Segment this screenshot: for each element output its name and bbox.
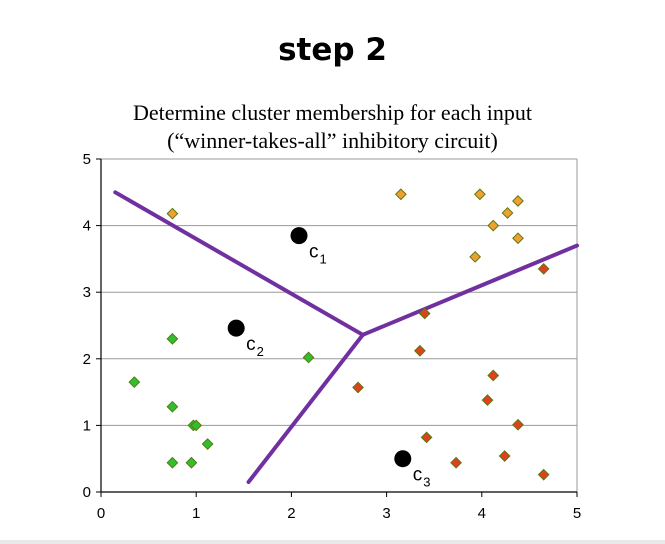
- data-point-green: [201, 438, 214, 450]
- y-tick-label: 5: [83, 151, 91, 168]
- x-tick-label: 0: [97, 505, 105, 522]
- slide-heading: step 2: [278, 32, 387, 68]
- y-tick-label: 2: [83, 351, 91, 368]
- data-point-green: [302, 351, 315, 364]
- data-point-red: [487, 369, 500, 382]
- cluster-center-label: c3: [413, 465, 431, 490]
- data-points: [128, 188, 550, 481]
- cluster-center-marker: [227, 319, 245, 337]
- data-point-orange: [166, 207, 179, 220]
- data-point-green: [128, 376, 141, 389]
- data-point-orange: [394, 188, 407, 201]
- chart-subtitle: (“winner-takes-all” inhibitory circuit): [167, 128, 498, 153]
- boundary-line: [246, 332, 365, 485]
- data-point-green: [166, 456, 179, 469]
- cluster-centers: c1 c2 c3: [227, 227, 431, 490]
- cluster-center-label: c1: [309, 242, 327, 267]
- cluster-boundaries: [113, 190, 579, 485]
- data-point-red: [352, 381, 364, 394]
- y-tick-label: 0: [83, 484, 91, 501]
- boundary-line: [113, 190, 365, 337]
- cluster-center-label: c2: [246, 334, 264, 359]
- data-point-red: [537, 468, 550, 481]
- cluster-center-marker: [290, 227, 308, 245]
- data-point-orange: [487, 219, 500, 232]
- tick-labels: 0 1 2 3 4 5 0 1 2 3 4 5: [83, 151, 582, 522]
- x-tick-label: 4: [478, 505, 486, 522]
- data-point-red: [537, 262, 550, 275]
- data-point-red: [481, 394, 494, 406]
- data-point-orange: [469, 250, 482, 263]
- data-point-orange: [473, 188, 486, 201]
- axes: [96, 158, 578, 497]
- cluster-center-marker: [394, 450, 412, 468]
- data-point-red: [420, 431, 433, 444]
- data-point-green: [166, 400, 179, 413]
- data-point-green: [166, 332, 179, 345]
- data-point-green: [190, 419, 203, 432]
- y-tick-label: 1: [83, 417, 91, 434]
- data-point-red: [450, 456, 463, 469]
- bottom-strip: [0, 540, 665, 544]
- data-point-red: [414, 344, 426, 357]
- data-point-red: [512, 418, 524, 431]
- data-point-orange: [501, 207, 514, 219]
- data-point-green: [185, 456, 198, 469]
- data-point-red: [418, 307, 431, 320]
- x-tick-label: 2: [287, 505, 295, 522]
- x-tick-label: 3: [382, 505, 390, 522]
- chart-title: Determine cluster membership for each in…: [133, 100, 532, 125]
- x-tick-label: 5: [573, 505, 581, 522]
- y-tick-label: 4: [83, 218, 91, 235]
- data-point-orange: [512, 232, 524, 245]
- x-tick-label: 1: [192, 505, 200, 522]
- y-tick-label: 3: [83, 284, 91, 301]
- boundary-line: [360, 243, 579, 337]
- data-point-orange: [512, 195, 524, 207]
- data-point-red: [498, 450, 511, 462]
